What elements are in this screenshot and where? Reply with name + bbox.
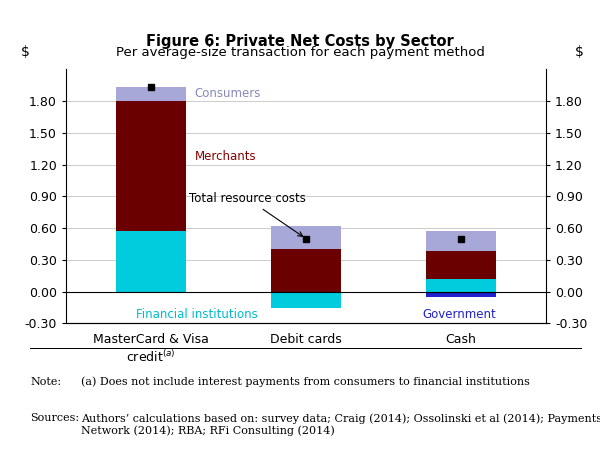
Text: Total resource costs: Total resource costs <box>189 192 305 237</box>
Text: Government: Government <box>422 308 496 321</box>
Text: Sources:: Sources: <box>30 413 79 424</box>
Bar <box>426 251 496 279</box>
Bar <box>116 101 186 231</box>
Text: Merchants: Merchants <box>194 150 256 163</box>
Bar <box>271 292 341 308</box>
Text: Financial institutions: Financial institutions <box>136 308 257 321</box>
Text: Consumers: Consumers <box>194 86 261 100</box>
Bar <box>116 231 186 292</box>
Text: Note:: Note: <box>30 377 61 387</box>
Text: Authors’ calculations based on: survey data; Craig (2014); Ossolinski et al (201: Authors’ calculations based on: survey d… <box>81 413 600 436</box>
Text: Figure 6: Private Net Costs by Sector: Figure 6: Private Net Costs by Sector <box>146 34 454 49</box>
Bar <box>426 231 496 251</box>
Bar <box>271 249 341 292</box>
Text: Per average-size transaction for each payment method: Per average-size transaction for each pa… <box>116 46 484 59</box>
Bar <box>116 87 186 101</box>
Bar <box>426 279 496 292</box>
Text: $: $ <box>21 45 29 59</box>
Text: $: $ <box>575 45 584 59</box>
Bar <box>271 226 341 249</box>
Bar <box>426 292 496 297</box>
Text: (a) Does not include interest payments from consumers to financial institutions: (a) Does not include interest payments f… <box>81 377 530 387</box>
